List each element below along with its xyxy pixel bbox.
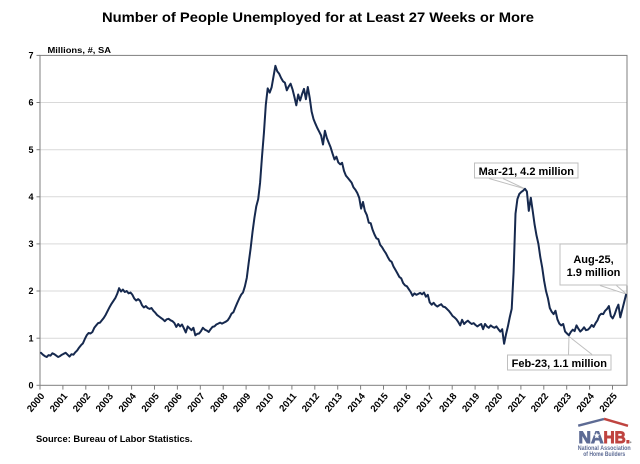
- svg-text:2021: 2021: [506, 391, 529, 415]
- svg-text:2003: 2003: [94, 391, 116, 414]
- svg-text:National Association: National Association: [578, 445, 631, 452]
- svg-text:2019: 2019: [460, 391, 482, 414]
- svg-text:of Home Builders: of Home Builders: [583, 451, 625, 458]
- svg-text:2015: 2015: [369, 391, 392, 415]
- svg-text:2022: 2022: [529, 391, 551, 414]
- svg-text:2006: 2006: [163, 391, 185, 414]
- svg-text:5: 5: [28, 145, 33, 155]
- svg-text:2025: 2025: [598, 391, 621, 415]
- svg-text:Mar-21, 4.2 million: Mar-21, 4.2 million: [479, 166, 575, 178]
- svg-text:1.9 million: 1.9 million: [567, 267, 621, 279]
- svg-text:2018: 2018: [437, 391, 460, 415]
- svg-text:2001: 2001: [48, 391, 71, 415]
- svg-text:2020: 2020: [483, 391, 505, 414]
- svg-text:NA: NA: [579, 428, 604, 447]
- svg-text:2012: 2012: [300, 391, 322, 414]
- svg-text:2008: 2008: [208, 391, 231, 415]
- svg-text:2024: 2024: [575, 391, 598, 415]
- svg-text:Millions, #, SA: Millions, #, SA: [48, 45, 112, 55]
- svg-text:2005: 2005: [140, 391, 163, 415]
- svg-text:0: 0: [28, 381, 33, 391]
- svg-text:Aug-25,: Aug-25,: [573, 254, 613, 266]
- svg-text:4: 4: [28, 192, 33, 202]
- svg-text:3: 3: [28, 239, 33, 249]
- svg-text:Feb-23, 1.1 million: Feb-23, 1.1 million: [512, 358, 608, 370]
- svg-text:2007: 2007: [185, 391, 207, 414]
- svg-text:Source: Bureau of Labor Statis: Source: Bureau of Labor Statistics.: [36, 434, 193, 445]
- svg-text:2023: 2023: [552, 391, 574, 414]
- svg-text:1: 1: [28, 333, 33, 343]
- svg-text:2004: 2004: [117, 391, 140, 415]
- svg-text:2: 2: [28, 286, 33, 296]
- svg-text:2013: 2013: [323, 391, 345, 414]
- svg-text:2000: 2000: [25, 391, 47, 414]
- svg-text:6: 6: [28, 98, 33, 108]
- svg-text:2016: 2016: [392, 391, 414, 414]
- svg-text:Number of People Unemployed fo: Number of People Unemployed for at Least…: [102, 9, 534, 25]
- svg-text:HB.: HB.: [604, 428, 631, 447]
- svg-text:2009: 2009: [231, 391, 253, 414]
- svg-text:2017: 2017: [414, 391, 436, 414]
- svg-text:7: 7: [28, 51, 33, 61]
- svg-text:2010: 2010: [254, 391, 276, 414]
- svg-text:2014: 2014: [346, 391, 369, 415]
- svg-text:2002: 2002: [71, 391, 93, 414]
- svg-text:2011: 2011: [277, 391, 299, 415]
